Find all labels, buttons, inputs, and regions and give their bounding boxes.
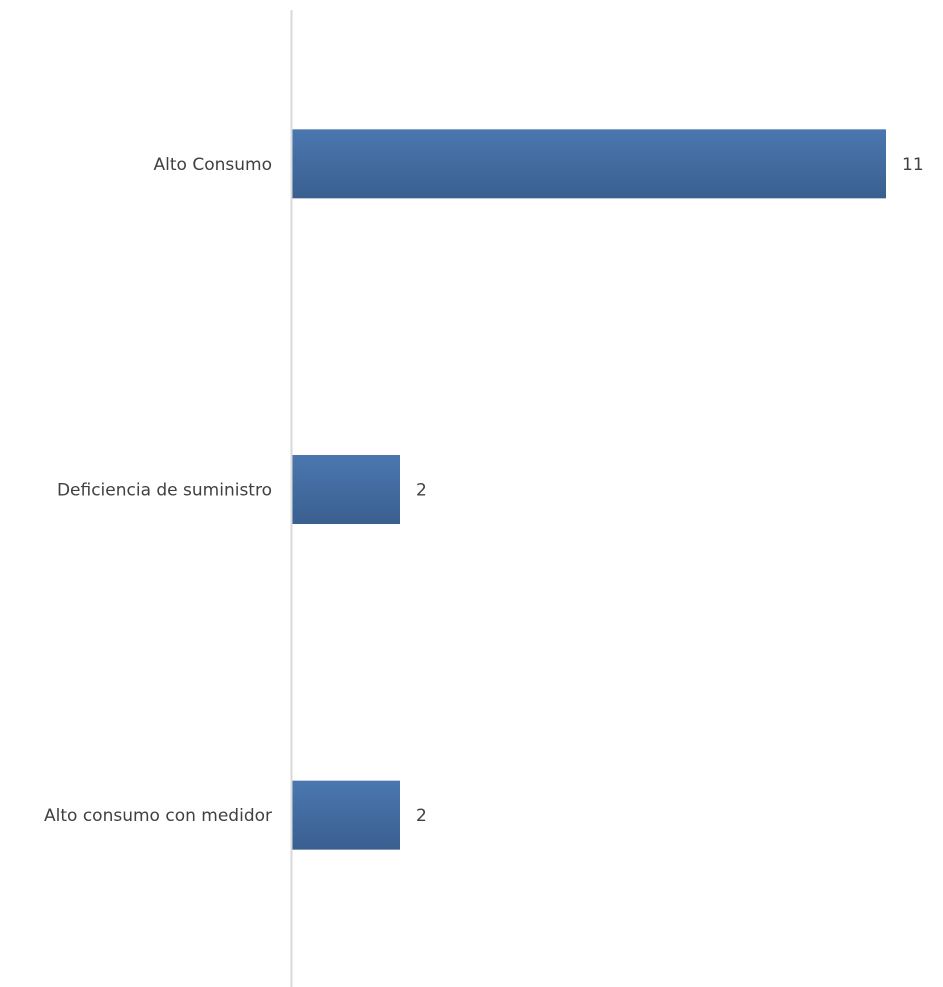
bar-2 — [292, 780, 400, 850]
category-labels-group: Alto Consumo Deficiencia de suministro Alt… — [44, 155, 272, 826]
value-label-2: 2 — [416, 806, 427, 826]
category-label-2: Alto consumo con medidor — [44, 806, 272, 826]
category-label-0: Alto Consumo — [154, 155, 272, 175]
value-labels-group: 11 2 2 — [416, 155, 924, 826]
bars-group — [292, 129, 886, 850]
bar-1 — [292, 455, 400, 524]
value-label-1: 2 — [416, 481, 427, 501]
category-label-1: Deficiencia de suministro — [57, 481, 272, 501]
bar-0 — [292, 129, 886, 199]
value-label-0: 11 — [902, 155, 924, 175]
